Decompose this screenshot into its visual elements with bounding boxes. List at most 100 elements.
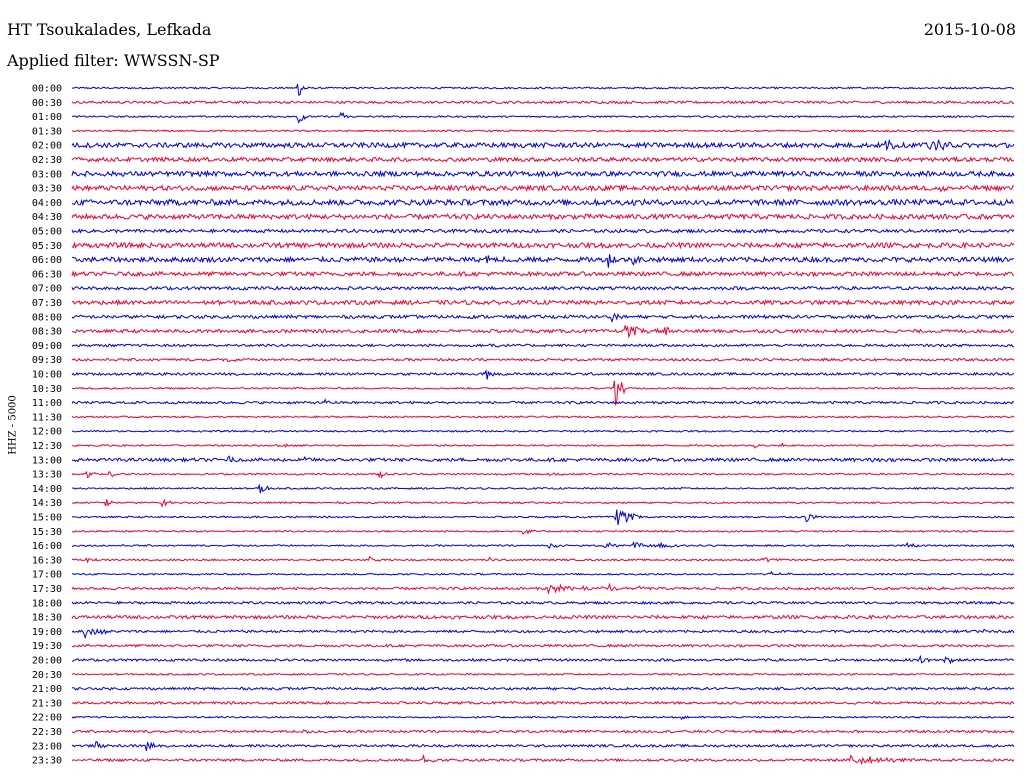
row-label-0100: 01:00 <box>32 112 62 123</box>
trace-row-0730 <box>71 298 1015 307</box>
trace-row-1900 <box>71 628 1015 640</box>
trace-row-2300 <box>71 740 1015 752</box>
row-label-1530: 15:30 <box>32 527 62 538</box>
row-label-2100: 21:00 <box>32 684 62 695</box>
row-label-1430: 14:30 <box>32 498 62 509</box>
row-label-0330: 03:30 <box>32 184 62 195</box>
trace-row-1930 <box>71 643 1015 648</box>
row-time-labels: 00:00 00:30 01:00 01:30 02:00 02:30 03:00 03:30… <box>32 84 62 767</box>
row-label-2330: 23:30 <box>32 756 62 767</box>
trace-row-1800 <box>71 600 1015 605</box>
row-label-0500: 05:00 <box>32 227 62 238</box>
row-label-0000: 00:00 <box>32 84 62 95</box>
row-label-1930: 19:30 <box>32 641 62 652</box>
row-label-1700: 17:00 <box>32 570 62 581</box>
row-label-1630: 16:30 <box>32 555 62 566</box>
row-label-0830: 08:30 <box>32 327 62 338</box>
trace-row-1830 <box>71 614 1015 621</box>
trace-row-0030 <box>71 100 1015 105</box>
row-label-0130: 01:30 <box>32 126 62 137</box>
trace-row-1200 <box>71 429 1015 433</box>
trace-row-0830 <box>71 325 1015 339</box>
row-label-1500: 15:00 <box>32 513 62 524</box>
row-label-2000: 20:00 <box>32 656 62 667</box>
trace-row-1130 <box>71 415 1015 419</box>
row-label-1300: 13:00 <box>32 455 62 466</box>
row-label-2230: 22:30 <box>32 727 62 738</box>
row-label-0600: 06:00 <box>32 255 62 266</box>
row-label-1730: 17:30 <box>32 584 62 595</box>
trace-row-0930 <box>71 357 1015 363</box>
trace-row-1530 <box>71 529 1015 535</box>
trace-row-0630 <box>71 270 1015 278</box>
row-label-1230: 12:30 <box>32 441 62 452</box>
row-label-2200: 22:00 <box>32 713 62 724</box>
trace-row-0300 <box>71 169 1015 179</box>
trace-row-0500 <box>71 228 1015 234</box>
row-label-1830: 18:30 <box>32 613 62 624</box>
row-label-1330: 13:30 <box>32 470 62 481</box>
trace-row-2230 <box>71 729 1015 734</box>
row-label-2300: 23:00 <box>32 741 62 752</box>
row-label-2030: 20:30 <box>32 670 62 681</box>
row-label-1100: 11:00 <box>32 398 62 409</box>
trace-row-1700 <box>72 570 1015 576</box>
row-label-0530: 05:30 <box>32 241 62 252</box>
row-label-1130: 11:30 <box>32 412 62 423</box>
trace-row-0900 <box>71 343 1014 348</box>
row-label-0630: 06:30 <box>32 269 62 280</box>
trace-row-0800 <box>71 312 1014 324</box>
trace-row-0000 <box>71 83 1015 96</box>
filter-value: WWSSN-SP <box>123 51 220 70</box>
trace-row-1030 <box>71 380 1015 406</box>
trace-row-2130 <box>72 700 1015 706</box>
trace-row-1230 <box>71 442 1015 449</box>
trace-row-0700 <box>71 285 1015 291</box>
trace-row-2330 <box>71 753 1015 766</box>
trace-row-1000 <box>71 369 1015 380</box>
row-label-2130: 21:30 <box>32 698 62 709</box>
trace-row-1400 <box>71 483 1015 494</box>
row-label-1800: 18:00 <box>32 598 62 609</box>
row-label-1900: 19:00 <box>32 627 62 638</box>
trace-row-0230 <box>71 155 1015 164</box>
row-label-1200: 12:00 <box>32 427 62 438</box>
trace-row-1730 <box>71 582 1015 595</box>
trace-row-0400 <box>71 198 1015 207</box>
row-label-0730: 07:30 <box>32 298 62 309</box>
trace-row-0330 <box>71 184 1015 193</box>
station-title: HT Tsoukalades, Lefkada <box>7 20 212 39</box>
trace-row-0600 <box>71 254 1015 268</box>
trace-row-2030 <box>71 672 1014 676</box>
row-label-0300: 03:00 <box>32 169 62 180</box>
row-label-1030: 10:30 <box>32 384 62 395</box>
row-label-0800: 08:00 <box>32 312 62 323</box>
row-label-0930: 09:30 <box>32 355 62 366</box>
row-label-1000: 10:00 <box>32 370 62 381</box>
row-label-0430: 04:30 <box>32 212 62 223</box>
row-label-1600: 16:00 <box>32 541 62 552</box>
trace-row-0100 <box>71 111 1015 124</box>
trace-row-0430 <box>71 212 1015 221</box>
trace-row-1630 <box>71 555 1015 564</box>
trace-row-0530 <box>71 241 1015 250</box>
trace-row-0130 <box>71 129 1015 133</box>
row-label-0230: 02:30 <box>32 155 62 166</box>
trace-row-1300 <box>71 455 1015 463</box>
row-label-0200: 02:00 <box>32 141 62 152</box>
trace-row-2000 <box>71 654 1015 665</box>
filter-label: Applied filter: <box>7 51 119 70</box>
row-label-0700: 07:00 <box>32 284 62 295</box>
trace-row-1330 <box>71 470 1015 479</box>
trace-row-0200 <box>71 138 1015 152</box>
trace-row-2100 <box>71 686 1015 691</box>
filter-line: Applied filter: WWSSN-SP <box>7 51 220 70</box>
row-label-0400: 04:00 <box>32 198 62 209</box>
row-label-0030: 00:30 <box>32 98 62 109</box>
date-label: 2015-10-08 <box>923 20 1016 39</box>
trace-row-2200 <box>71 715 1015 721</box>
trace-row-1600 <box>71 541 1015 549</box>
trace-row-1500 <box>71 509 1015 526</box>
row-label-0900: 09:00 <box>32 341 62 352</box>
